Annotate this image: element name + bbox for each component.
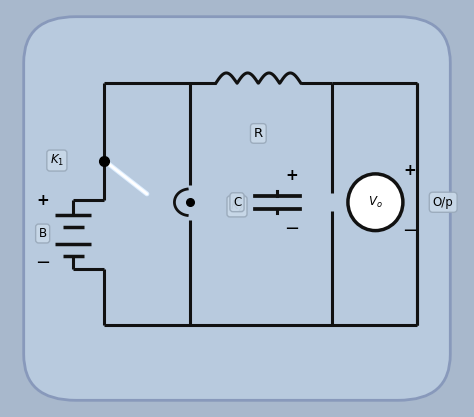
Text: R: R: [254, 127, 263, 140]
Ellipse shape: [348, 174, 403, 231]
Text: +: +: [285, 168, 298, 183]
Text: $K_1$: $K_1$: [50, 153, 64, 168]
Text: −: −: [284, 219, 299, 238]
Text: C: C: [233, 196, 241, 209]
Text: +: +: [36, 193, 49, 208]
Text: +: +: [404, 163, 416, 178]
Text: O/p: O/p: [433, 196, 454, 209]
Text: B: B: [38, 227, 47, 240]
Text: −: −: [402, 222, 418, 241]
Text: $V_o$: $V_o$: [368, 195, 383, 210]
Text: −: −: [35, 254, 50, 272]
Text: $K_2$: $K_2$: [230, 199, 244, 214]
FancyBboxPatch shape: [24, 17, 450, 400]
